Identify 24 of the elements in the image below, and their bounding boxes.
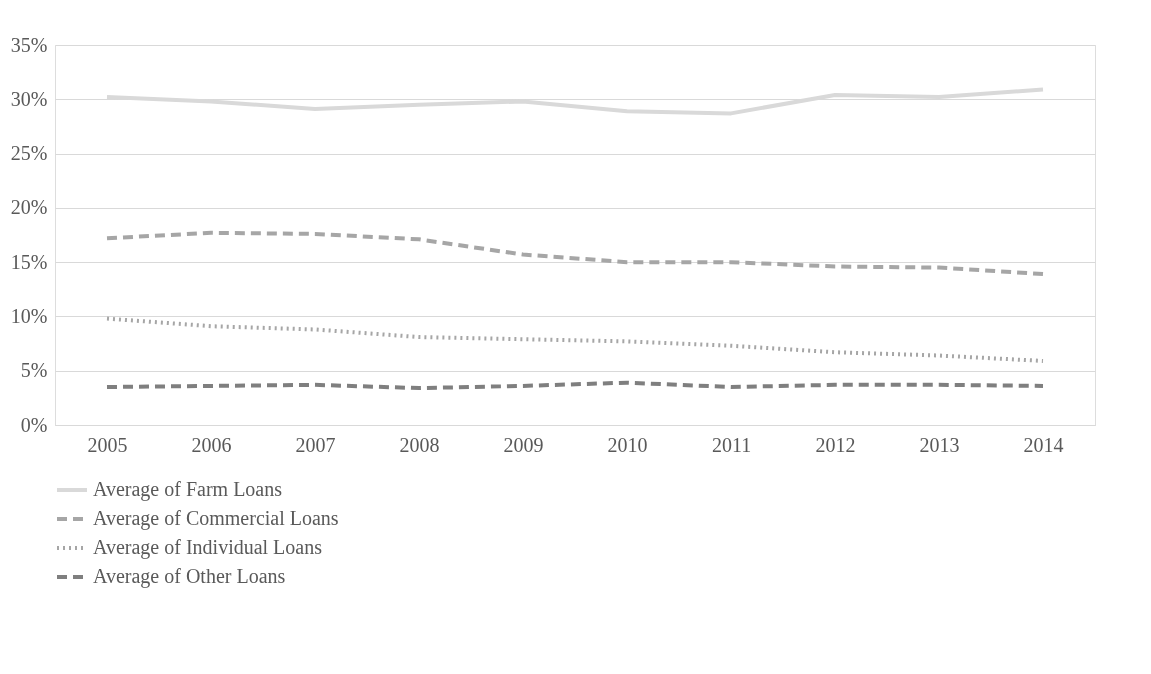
legend-label: Average of Other Loans — [93, 565, 286, 588]
x-tick-label: 2010 — [607, 433, 648, 456]
legend-label: Average of Farm Loans — [93, 478, 283, 501]
line-series — [105, 316, 1045, 363]
x-tick-label: 2011 — [711, 433, 752, 456]
x-tick-label: 2008 — [399, 433, 440, 456]
x-tick-label: 2014 — [1023, 433, 1064, 456]
x-tick-label: 2012 — [815, 433, 856, 456]
x-tick-label: 2006 — [191, 433, 232, 456]
y-tick-label: 5% — [20, 359, 48, 382]
x-tick-label: 2005 — [87, 433, 128, 456]
y-tick-label: 0% — [20, 413, 48, 436]
legend-label: Average of Individual Loans — [93, 536, 323, 559]
y-tick-label: 30% — [10, 87, 48, 110]
legend-label: Average of Commercial Loans — [93, 507, 339, 530]
y-tick-label: 20% — [10, 196, 48, 219]
y-tick-label: 10% — [10, 304, 48, 327]
line-series — [105, 230, 1045, 277]
y-tick-label: 15% — [10, 250, 48, 273]
x-tick-label: 2007 — [295, 433, 336, 456]
x-tick-label: 2013 — [919, 433, 960, 456]
y-tick-label: 25% — [10, 142, 48, 165]
y-tick-label: 35% — [10, 33, 48, 56]
x-tick-label: 2009 — [503, 433, 544, 456]
